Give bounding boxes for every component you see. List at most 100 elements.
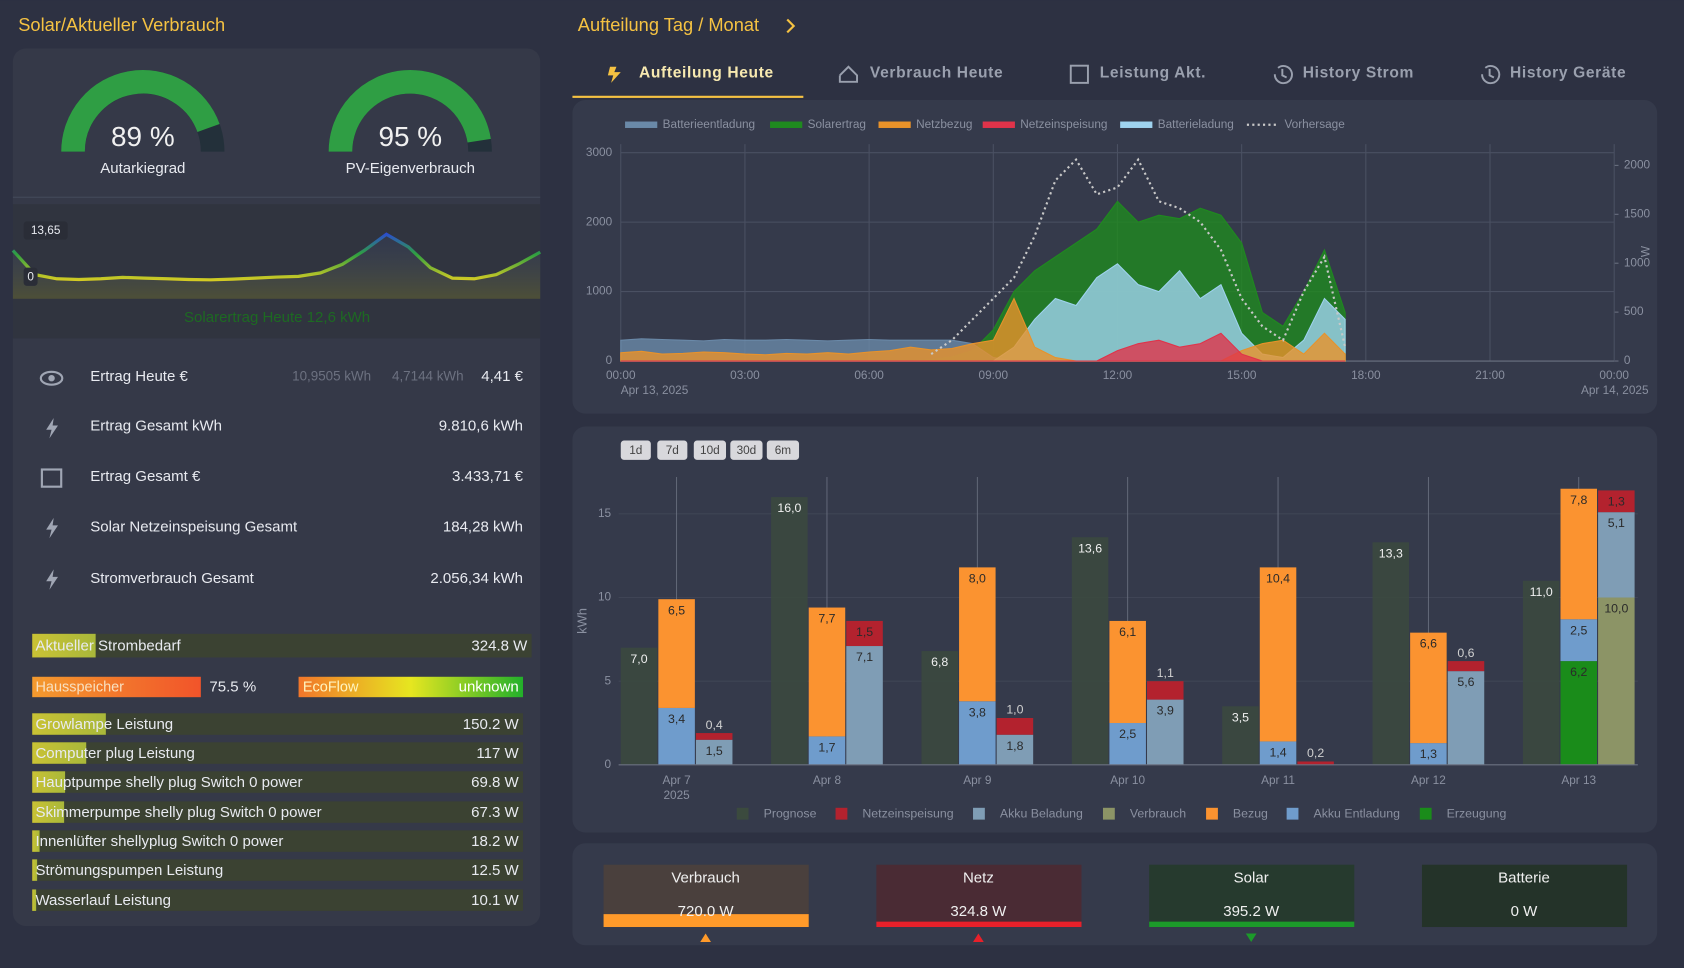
legend-label[interactable]: Netzeinspeisung	[862, 807, 953, 821]
bar-value-label: 0,2	[1307, 746, 1324, 760]
tile[interactable]	[1149, 864, 1355, 928]
bar-value-label: 3,5	[1232, 710, 1249, 724]
tab[interactable]: History Geräte	[1510, 64, 1626, 81]
bar-value-label: 1,7	[818, 740, 835, 754]
sparkline-fill	[12, 234, 541, 299]
bar-value-label: 3,4	[668, 712, 685, 726]
bar	[959, 567, 996, 702]
range-button[interactable]	[693, 440, 727, 460]
x-tick-label: 18:00	[1351, 368, 1381, 382]
legend-swatch	[1206, 807, 1218, 820]
range-button-label[interactable]: 10d	[700, 443, 720, 457]
range-button-label[interactable]: 7d	[666, 443, 679, 457]
section-title[interactable]: Aufteilung Tag / Monat	[578, 14, 759, 35]
eye-icon-pupil	[48, 374, 55, 382]
legend-label[interactable]: Akku Entladung	[1313, 807, 1400, 821]
legend-label[interactable]: Netzeinspeisung	[1020, 117, 1107, 131]
bar	[1372, 542, 1410, 765]
level-track	[32, 713, 524, 735]
y2-axis-label: W	[1639, 245, 1653, 257]
y-tick-label: 5	[605, 673, 612, 687]
tile-accent	[876, 921, 1082, 928]
sparkline	[11, 232, 541, 282]
range-button-label[interactable]: 30d	[737, 443, 757, 457]
area	[620, 297, 1346, 362]
bar-value-label: 1,1	[1157, 666, 1174, 680]
level-label: Strömungspumpen Leistung	[35, 862, 223, 879]
range-button-label[interactable]: 1d	[629, 443, 642, 457]
tile-arrow	[700, 933, 711, 943]
tab-icon	[838, 65, 859, 83]
bar-value-label: 1,5	[856, 625, 873, 639]
legend-swatch	[878, 121, 911, 128]
bar-value-label: 2,5	[1119, 727, 1136, 741]
tab[interactable]: History Strom	[1303, 64, 1414, 81]
bar	[1447, 671, 1485, 765]
legend-label[interactable]: Bezug	[1233, 807, 1268, 821]
range-button-label[interactable]: 6m	[775, 443, 792, 457]
legend-label[interactable]: Verbrauch	[1130, 807, 1186, 821]
bar	[1071, 537, 1109, 765]
legend-swatch	[982, 121, 1015, 128]
tile[interactable]	[1421, 864, 1628, 928]
tab[interactable]: Verbrauch Heute	[870, 64, 1003, 81]
x-tick-label: Apr 12	[1411, 773, 1446, 787]
bar-value-label: 10,4	[1266, 571, 1290, 585]
tile-value: 395.2 W	[1223, 903, 1280, 920]
y-tick-label: 1000	[586, 284, 613, 298]
bar	[1522, 580, 1560, 765]
gauge-value: 95 %	[378, 121, 442, 152]
range-button[interactable]	[620, 440, 651, 460]
bar	[1560, 661, 1598, 765]
level-label: Innenlüfter shellyplug Switch 0 power	[35, 833, 283, 850]
bar	[1147, 681, 1184, 700]
bar	[695, 733, 733, 740]
ecoflow-value: unknown	[459, 678, 519, 695]
bar-value-label: 7,1	[856, 650, 873, 664]
legend-swatch	[1120, 121, 1153, 128]
y-tick-label: 0	[606, 353, 613, 367]
legend-label[interactable]: Netzbezug	[916, 117, 972, 131]
legend-label[interactable]: Erzeugung	[1447, 807, 1507, 821]
bar	[1410, 743, 1447, 765]
level-fill	[32, 713, 106, 735]
legend-label[interactable]: Batterieladung	[1158, 117, 1234, 131]
tab[interactable]: Aufteilung Heute	[639, 64, 774, 81]
y-axis-label: kWh	[575, 608, 590, 634]
spark-caption: Solarertrag Heute 12,6 kWh	[184, 309, 370, 326]
legend-label[interactable]: Akku Beladung	[1000, 807, 1083, 821]
x-tick-label: Apr 13	[1561, 773, 1596, 787]
chevron[interactable]	[786, 18, 796, 34]
legend-label[interactable]: Batterieentladung	[663, 117, 755, 131]
level-fill	[32, 742, 87, 764]
bar	[1410, 632, 1447, 744]
legend-label[interactable]: Solarertrag	[808, 117, 866, 131]
legend-label[interactable]: Vorhersage	[1284, 117, 1345, 131]
legend-label[interactable]: Prognose	[764, 807, 817, 821]
bar-value-label: 1,3	[1608, 494, 1625, 508]
tile-value: 0 W	[1511, 903, 1539, 920]
calc-icon	[40, 468, 63, 488]
bar	[1598, 490, 1635, 513]
bar	[1222, 706, 1259, 765]
bar	[658, 707, 695, 765]
bolt-icon	[46, 569, 58, 590]
range-button[interactable]	[657, 440, 688, 460]
level-label: Wasserlauf Leistung	[35, 892, 171, 909]
bar	[1259, 741, 1297, 765]
row-detail: 4,7144 kWh	[392, 369, 464, 384]
range-button[interactable]	[766, 440, 800, 460]
tile-label: Batterie	[1498, 870, 1550, 887]
bar-value-label: 3,9	[1157, 704, 1174, 718]
bar	[1109, 723, 1146, 765]
spark-tick-label: 13,65	[31, 223, 61, 237]
tab[interactable]: Leistung Akt.	[1100, 64, 1206, 81]
x-year-label: 2025	[663, 788, 690, 802]
bar-value-label: 1,5	[706, 744, 723, 758]
tile-arrow	[1245, 933, 1257, 943]
tile[interactable]	[876, 864, 1082, 928]
bar-value-label: 7,7	[818, 612, 835, 626]
range-button[interactable]	[730, 440, 763, 460]
bar	[1447, 661, 1485, 672]
row-label: Ertrag Gesamt €	[90, 468, 201, 485]
